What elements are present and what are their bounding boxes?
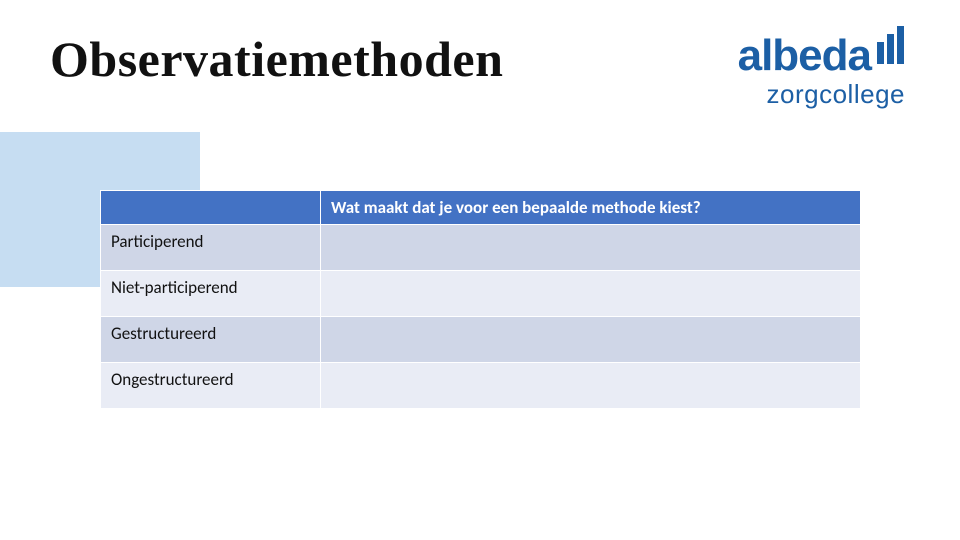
logo-top: albeda (738, 26, 905, 81)
logo-bars-icon (877, 26, 905, 70)
row-value (321, 317, 861, 363)
table-row: Ongestructureerd (101, 363, 861, 409)
table-row: Niet-participerend (101, 271, 861, 317)
logo-subtitle: zorgcollege (605, 79, 905, 110)
logo-word: albeda (738, 31, 871, 81)
row-label: Niet-participerend (101, 271, 321, 317)
table-row: Gestructureerd (101, 317, 861, 363)
header-empty (101, 191, 321, 225)
row-label: Participerend (101, 225, 321, 271)
row-value (321, 271, 861, 317)
slide: Observatiemethoden albeda zorgcollege Wa… (0, 0, 960, 540)
row-value (321, 363, 861, 409)
row-label: Ongestructureerd (101, 363, 321, 409)
table-header-row: Wat maakt dat je voor een bepaalde metho… (101, 191, 861, 225)
table-row: Participerend (101, 225, 861, 271)
logo: albeda zorgcollege (605, 26, 905, 110)
header-question: Wat maakt dat je voor een bepaalde metho… (321, 191, 861, 225)
row-label: Gestructureerd (101, 317, 321, 363)
slide-title: Observatiemethoden (50, 30, 503, 88)
methods-table: Wat maakt dat je voor een bepaalde metho… (100, 190, 861, 409)
row-value (321, 225, 861, 271)
